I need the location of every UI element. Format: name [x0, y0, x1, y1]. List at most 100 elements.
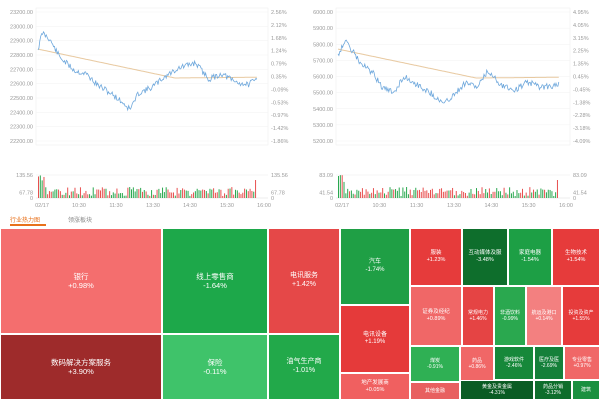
time-axis-label: 13:30	[146, 203, 160, 209]
volume-bar	[222, 195, 224, 198]
sector-tile[interactable]: 汽车 -1.74%	[340, 228, 410, 305]
sector-tile[interactable]: 互动媒体及服 -3.48%	[462, 228, 508, 286]
volume-bar	[367, 191, 369, 198]
volume-bar	[61, 194, 63, 198]
volume-bar	[209, 188, 211, 198]
intraday-chart-right[interactable]: 深证成指6000.005900.005800.005700.005600.005…	[300, 0, 600, 212]
volume-bar	[109, 191, 111, 198]
volume-bar	[176, 187, 178, 198]
sector-tile[interactable]: 地产发展商 +0.05%	[340, 373, 410, 400]
volume-bar	[415, 187, 417, 198]
volume-bar	[132, 187, 134, 198]
sector-change: -0.91%	[427, 364, 443, 370]
volume-bar	[187, 190, 189, 198]
sector-tile[interactable]: 保险 -0.11%	[162, 334, 268, 400]
sector-name: 油气生产商	[286, 358, 322, 366]
volume-bar	[163, 192, 165, 198]
price-tick-label: 23200.00	[10, 10, 33, 16]
volume-bar	[556, 180, 558, 198]
volume-bar	[118, 193, 120, 198]
percent-tick-label: 1.24%	[271, 49, 287, 55]
volume-bar	[452, 187, 454, 198]
sector-tile[interactable]: 药品分销 -3.12%	[534, 380, 572, 400]
tab-leading-sectors[interactable]: 领涨板块	[68, 218, 93, 224]
sector-tile[interactable]: 医疗及医 -2.69%	[534, 346, 564, 380]
sector-name: 药品分销	[542, 383, 563, 390]
sector-name: 生物技术	[564, 250, 587, 257]
volume-bar	[481, 187, 483, 198]
volume-bar	[58, 189, 60, 198]
sector-tile[interactable]: 煤炭 -0.91%	[410, 346, 460, 382]
percent-tick-label: 4.95%	[573, 10, 589, 16]
volume-bar	[79, 187, 81, 198]
sector-change: +0.97%	[573, 363, 591, 369]
sector-tile[interactable]: 常规电力 +1.46%	[462, 286, 494, 346]
sector-change: -4.31%	[489, 390, 505, 396]
sector-name: 药品	[471, 357, 482, 364]
volume-bar	[417, 190, 419, 198]
volume-bar	[45, 187, 47, 198]
percent-tick-label: -0.45%	[573, 87, 591, 93]
sector-tile[interactable]: 黄金及贵金属 -4.31%	[460, 380, 534, 400]
percent-tick-label: -3.18%	[573, 126, 591, 132]
volume-bar	[96, 189, 98, 198]
sector-tile[interactable]: 数码解决方案服务 +3.90%	[0, 334, 162, 400]
volume-bar	[485, 189, 487, 198]
sector-change: +0.89%	[426, 316, 446, 322]
chart-panel-right: 深证成指6000.005900.005800.005700.005600.005…	[300, 0, 600, 212]
volume-bar	[145, 191, 147, 198]
time-axis-label: 11:30	[410, 203, 423, 209]
sector-tile[interactable]: 航运及港口 +0.14%	[526, 286, 562, 346]
time-axis-label: 16:00	[559, 203, 573, 209]
sector-tile[interactable]: 电讯服务 +1.42%	[268, 228, 340, 334]
volume-bar	[461, 190, 463, 198]
volume-bar	[520, 192, 522, 198]
volume-bar	[255, 180, 257, 198]
volume-bar	[240, 194, 242, 198]
time-axis-label: 15:30	[522, 203, 536, 209]
sector-tile[interactable]: 电讯设备 +1.19%	[340, 305, 410, 373]
sector-name: 互动媒体及服	[468, 250, 502, 257]
sector-name: 专业零售	[571, 356, 592, 363]
sector-tile[interactable]: 银行 +0.98%	[0, 228, 162, 334]
tab-sector-heatmap[interactable]: 行业热力图	[10, 218, 41, 224]
volume-bar	[413, 189, 415, 198]
volume-bar	[245, 189, 247, 198]
volume-bar	[457, 195, 459, 198]
volume-bar	[103, 188, 105, 198]
volume-bar	[94, 194, 96, 198]
sector-tile[interactable]: 生物技术 +1.54%	[552, 228, 600, 286]
volume-bar	[453, 195, 455, 198]
volume-bar	[87, 194, 89, 198]
price-tick-label: 22200.00	[10, 139, 33, 145]
price-tick-label: 22800.00	[10, 53, 33, 59]
sector-tile[interactable]: 线上零售商 -1.64%	[162, 228, 268, 334]
volume-bar	[352, 193, 354, 198]
sector-change: +3.90%	[68, 367, 94, 376]
volume-bar	[527, 195, 529, 198]
sector-tile[interactable]: 药品 +0.86%	[460, 346, 494, 382]
volume-bar	[406, 187, 408, 198]
percent-tick-label: 1.35%	[573, 62, 589, 68]
sector-tile[interactable]: 非酒饮料 -0.99%	[494, 286, 526, 346]
volume-bar	[233, 194, 235, 198]
intraday-chart-left[interactable]: 上证指数23200.0023000.0022900.0022800.002270…	[0, 0, 298, 212]
sector-change: -1.54%	[521, 257, 539, 263]
volume-bar	[50, 191, 52, 198]
sector-tile[interactable]: 专业零售 +0.97%	[564, 346, 600, 380]
sector-tile[interactable]: 其他金融	[410, 382, 460, 400]
sector-name: 数码解决方案服务	[51, 357, 111, 367]
volume-bar	[107, 195, 109, 198]
sector-tile[interactable]: 建筑	[572, 380, 600, 400]
percent-tick-label: 2.25%	[573, 49, 589, 55]
volume-tick-label: 83.09	[319, 173, 333, 179]
sector-change: +1.54%	[566, 257, 586, 263]
sector-tile[interactable]: 家庭电器 -1.54%	[508, 228, 552, 286]
volume-bar	[536, 189, 538, 198]
sector-tile[interactable]: 服装 +1.23%	[410, 228, 462, 286]
sector-tile[interactable]: 证券及经纪 +0.89%	[410, 286, 462, 346]
sector-tile[interactable]: 油气生产商 -1.01%	[268, 334, 340, 400]
sector-tile[interactable]: 游戏软件 -2.46%	[494, 346, 534, 380]
volume-bar	[499, 191, 501, 198]
sector-tile[interactable]: 投资及资产 +1.55%	[562, 286, 600, 346]
